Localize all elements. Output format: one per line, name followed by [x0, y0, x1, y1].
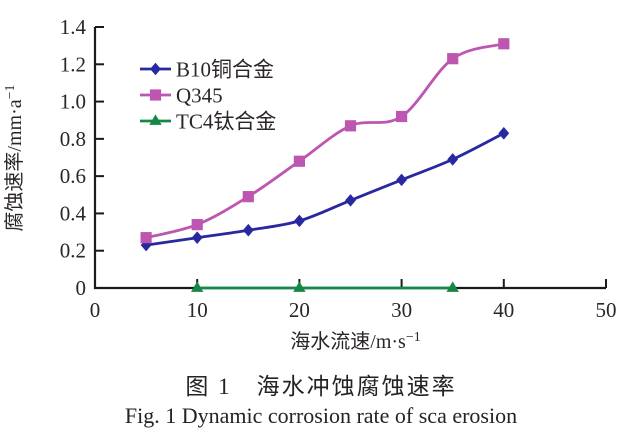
series-marker-square: [498, 38, 510, 50]
figure-caption-chinese: 图 1 海水冲蚀腐蚀速率: [185, 374, 457, 399]
series-marker-triangle: [293, 281, 306, 292]
series-marker-diamond: [294, 214, 305, 228]
y-tick-label: 1.0: [60, 90, 86, 114]
series-marker-diamond: [242, 223, 254, 237]
series-marker-diamond: [345, 194, 356, 207]
x-tick-label: 0: [90, 298, 101, 322]
legend-marker-square: [149, 89, 162, 101]
y-tick-label: 0.2: [60, 239, 86, 263]
x-tick-label: 30: [391, 298, 412, 322]
axes-frame: [93, 27, 606, 290]
series-marker-square: [191, 219, 203, 231]
x-tick-label: 50: [596, 298, 617, 322]
legend-marker-diamond: [150, 62, 161, 76]
y-tick-label: 1.2: [60, 52, 86, 76]
x-tick-label: 10: [187, 298, 208, 322]
series-marker-diamond: [447, 153, 459, 166]
series-marker-diamond: [191, 231, 203, 244]
corrosion-rate-chart: 0 10 20 30 40 50 0 0.2 0.4 0.6 0.8 1.0 1.2 1.4 海水流速/m·…: [3, 15, 617, 353]
series-marker-diamond: [498, 126, 510, 140]
y-tick-label: 0: [76, 276, 87, 300]
y-tick-label: 0.4: [60, 201, 87, 225]
series-marker-square: [242, 191, 254, 203]
series-marker-square: [293, 155, 305, 167]
series-marker-diamond: [396, 173, 407, 187]
series-marker-square: [344, 120, 357, 132]
series-marker-triangle: [191, 281, 204, 292]
legend-marker-triangle: [149, 114, 162, 125]
y-axis-label: 腐蚀速率/mm·a−1: [3, 84, 26, 231]
legend-label-2: TC4钛合金: [176, 110, 276, 134]
legend-label-1: Q345: [176, 84, 223, 108]
y-tick-label: 1.4: [60, 15, 87, 39]
series-marker-square: [447, 53, 459, 65]
legend-label-0: B10铜合金: [176, 58, 274, 82]
y-tick-label: 0.6: [60, 164, 86, 188]
x-axis-label: 海水流速/m·s−1: [290, 330, 420, 353]
y-tick-label: 0.8: [60, 127, 86, 151]
series-marker-square: [140, 232, 152, 244]
x-tick-label: 20: [289, 298, 310, 322]
figure-caption-english: Fig. 1 Dynamic corrosion rate of sca ero…: [124, 403, 518, 428]
series-marker-square: [396, 110, 408, 123]
series-marker-triangle: [446, 281, 459, 292]
x-tick-label: 40: [493, 298, 514, 322]
